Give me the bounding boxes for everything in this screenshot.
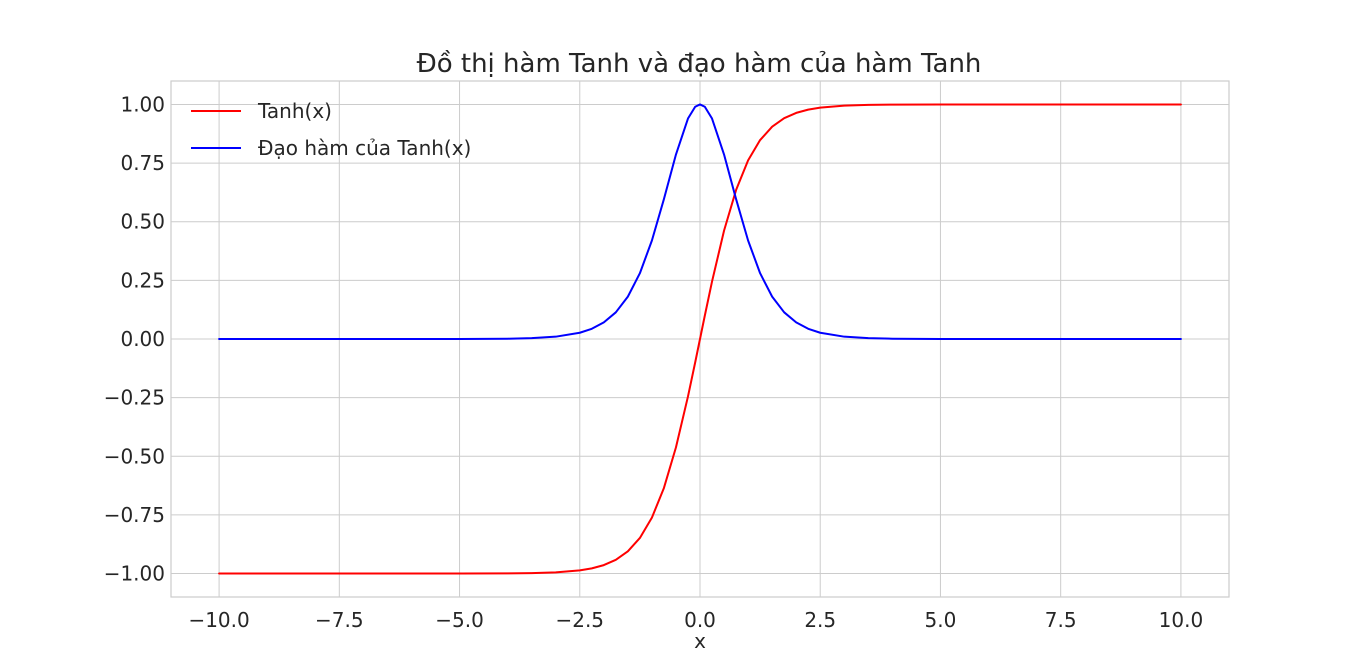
x-tick-label: 7.5 — [1045, 608, 1077, 632]
y-tick-label: 0.25 — [120, 268, 165, 292]
y-tick-label: −0.25 — [104, 386, 165, 410]
x-tick-label: 2.5 — [804, 608, 836, 632]
y-axis-ticks: −1.00 −0.75 −0.50 −0.25 0.00 0.25 0.50 0.75 1.00 — [104, 92, 165, 585]
plot-frame — [170, 80, 1230, 598]
y-tick-label: 0.50 — [120, 210, 165, 234]
tanh-line — [218, 103, 1182, 575]
y-tick-label: −0.50 — [104, 444, 165, 468]
tanh-derivative-line — [218, 103, 1182, 340]
y-tick-label: 0.00 — [120, 327, 165, 351]
x-tick-label: −10.0 — [188, 608, 249, 632]
y-tick-label: 0.75 — [120, 151, 165, 175]
x-tick-label: 5.0 — [925, 608, 957, 632]
legend: Tanh(x) Đạo hàm của Tanh(x) — [191, 99, 471, 160]
x-tick-label: −2.5 — [555, 608, 604, 632]
legend-label-derivative: Đạo hàm của Tanh(x) — [258, 136, 471, 160]
y-tick-label: 1.00 — [120, 92, 165, 116]
x-tick-label: 0.0 — [684, 608, 716, 632]
x-axis-label: x — [694, 629, 706, 653]
y-tick-label: −0.75 — [104, 503, 165, 527]
x-tick-label: 10.0 — [1159, 608, 1204, 632]
x-tick-label: −7.5 — [315, 608, 364, 632]
legend-label-tanh: Tanh(x) — [257, 99, 332, 123]
x-axis-ticks: −10.0 −7.5 −5.0 −2.5 0.0 2.5 5.0 7.5 10.0 — [188, 608, 1203, 632]
series-layer — [218, 103, 1182, 575]
x-tick-label: −5.0 — [435, 608, 484, 632]
chart-title: Đồ thị hàm Tanh và đạo hàm của hàm Tanh — [417, 49, 982, 79]
y-tick-label: −1.00 — [104, 562, 165, 586]
